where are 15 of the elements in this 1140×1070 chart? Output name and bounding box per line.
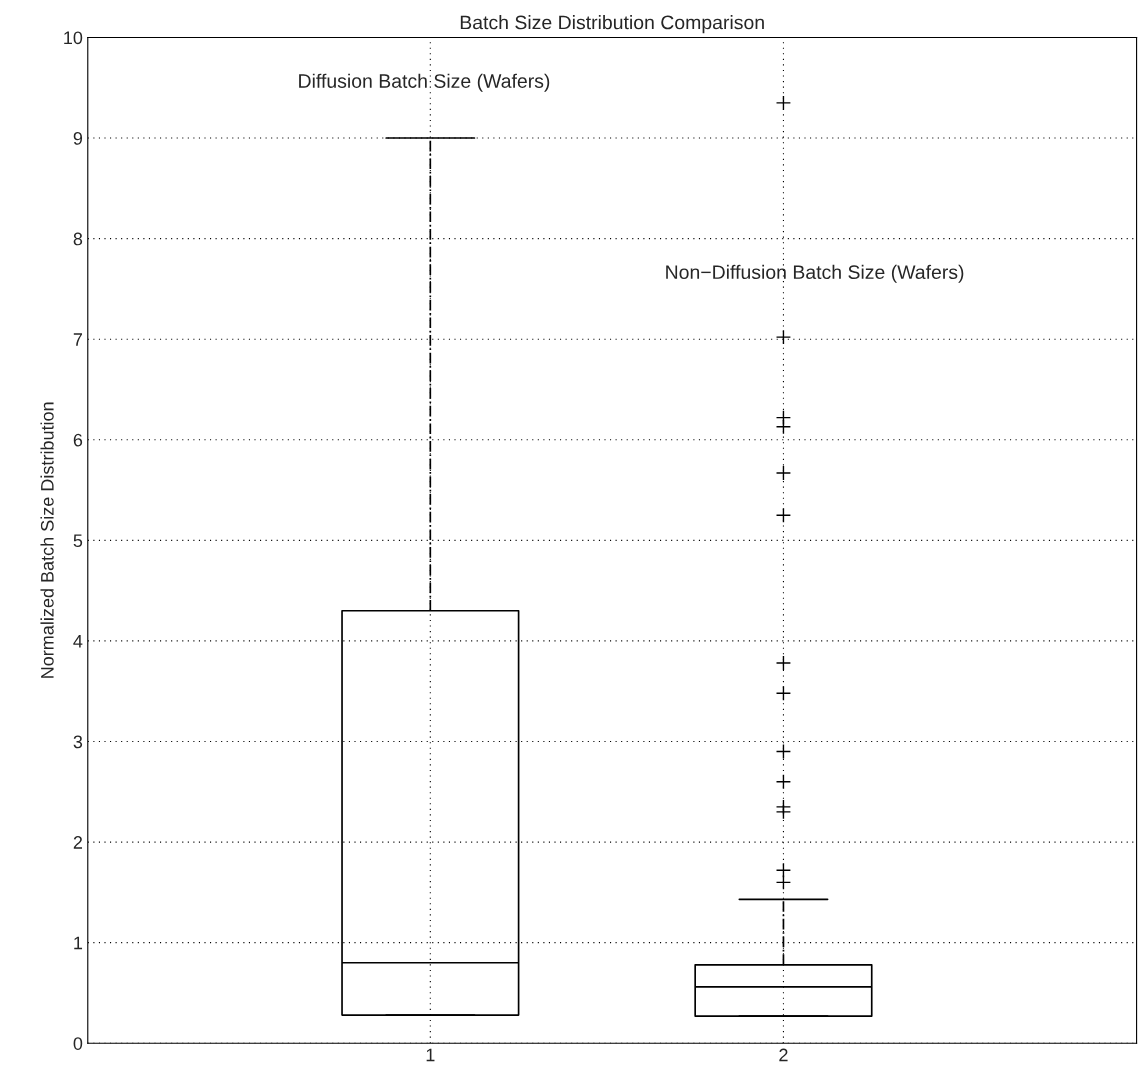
chart-title: Batch Size Distribution Comparison	[460, 15, 764, 34]
y-axis-title: Normalized Batch Size Distribution	[40, 402, 54, 678]
y-tick-label: 6	[73, 433, 83, 447]
y-tick-label: 5	[73, 534, 83, 548]
y-tick-label: 3	[73, 735, 83, 749]
y-tick-label: 1	[74, 936, 83, 950]
y-tick-label: 0	[73, 1037, 83, 1050]
annotation: Diffusion Batch Size (Wafers)	[299, 73, 550, 92]
y-tick-label: 7	[73, 333, 83, 346]
y-tick-label: 4	[73, 635, 83, 648]
y-tick-label: 9	[73, 131, 83, 145]
annotation: Non−Diffusion Batch Size (Wafers)	[666, 264, 964, 283]
y-tick-label: 10	[64, 31, 83, 45]
y-tick-label: 8	[73, 232, 83, 246]
y-tick-label: 2	[73, 836, 83, 849]
